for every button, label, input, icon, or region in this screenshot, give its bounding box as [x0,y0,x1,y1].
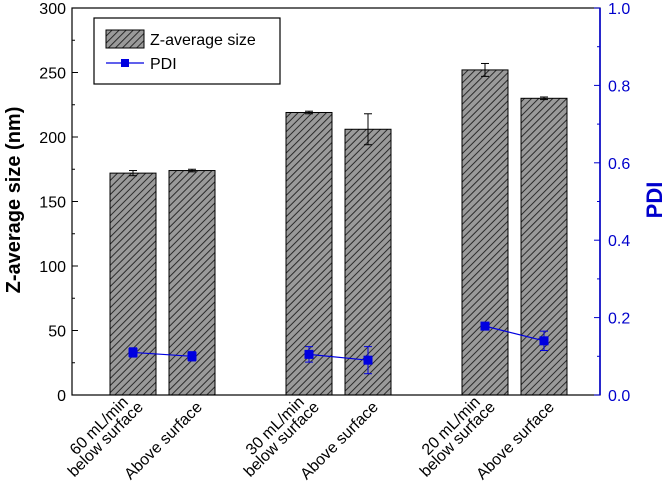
pdi-line [132,351,193,357]
pdi-point [304,349,314,359]
y-tick-label: 200 [39,130,66,147]
legend-pdi-marker [121,59,129,67]
pdi-point [363,355,373,365]
y2-tick-label: 1.0 [608,1,630,18]
pdi-point [128,347,138,357]
y-axis-title: Z-average size (nm) [3,107,25,294]
pdi-point [480,321,490,331]
y-tick-label: 50 [48,324,66,341]
legend-frame [93,17,281,85]
y2-tick-label: 0.6 [608,156,630,173]
y-tick-label: 250 [39,66,66,83]
y2-axis-title: PDI [642,182,667,219]
y-tick-label: 100 [39,259,66,276]
pdi-point [187,351,197,361]
y-tick-label: 0 [57,388,66,405]
legend: Z-average size PDI [93,17,281,85]
legend-label-pdi: PDI [150,56,177,73]
legend-label-size: Z-average size [150,32,256,49]
y2-tick-label: 0.4 [608,233,630,250]
y-tick-label: 150 [39,195,66,212]
bar [109,172,157,396]
y2-tick-label: 0.0 [608,388,630,405]
bar [461,69,509,396]
legend-bar-swatch [105,29,145,49]
y2-tick-label: 0.8 [608,78,630,95]
pdi-line [308,353,369,361]
y-tick-label: 300 [39,1,66,18]
pdi-point [539,336,549,346]
pdi-line [484,325,545,342]
y2-tick-label: 0.2 [608,311,630,328]
